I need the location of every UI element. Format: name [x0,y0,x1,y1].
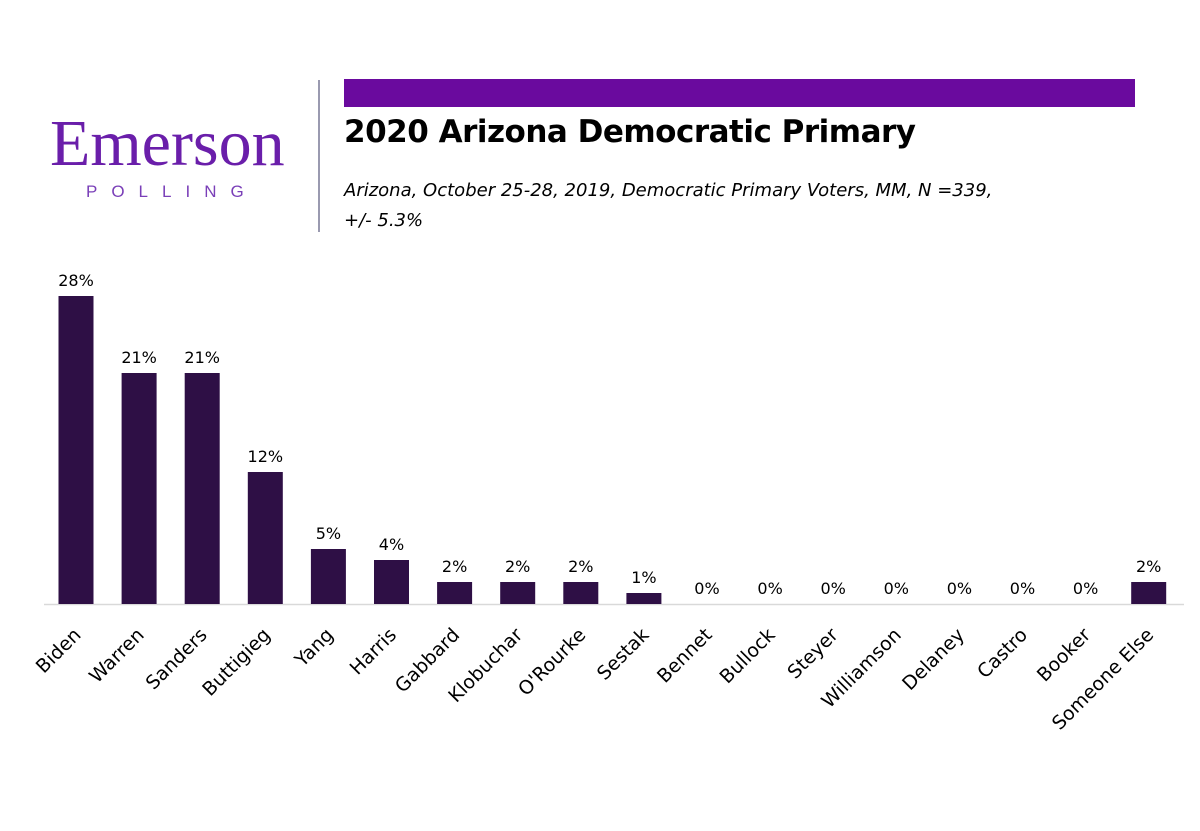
value-label: 1% [631,568,656,587]
category-label: Booker [1033,624,1095,686]
bar-4 [310,549,346,604]
value-label: 21% [121,348,157,367]
category-label: Biden [32,624,86,678]
logo-subtitle: POLLING [86,182,258,201]
value-label: 5% [316,524,341,543]
bar-8 [563,582,599,604]
category-label: Bennet [653,624,717,688]
category-label: Yang [290,624,338,672]
category-label: Buttigieg [198,624,275,701]
value-label: 28% [58,271,94,290]
value-label: 0% [694,579,719,598]
category-label: Harris [346,624,401,679]
value-label: 12% [248,447,284,466]
bar-2 [184,373,220,604]
value-label: 2% [568,557,593,576]
value-label: 2% [442,557,467,576]
value-label: 2% [1136,557,1161,576]
chart-title: 2020 Arizona Democratic Primary [344,114,916,150]
bar-5 [374,560,409,604]
title-accent-bar [344,79,1135,107]
header-divider [318,80,320,232]
category-label: Castro [973,624,1032,683]
value-label: 0% [757,579,782,598]
value-label: 21% [184,348,220,367]
chart-subtitle: Arizona, October 25-28, 2019, Democratic… [344,176,1104,236]
value-label: 0% [947,579,972,598]
bar-9 [626,593,662,604]
value-label: 0% [1073,579,1098,598]
bar-0 [58,296,94,604]
subtitle-line-2: +/- 5.3% [344,210,424,231]
subtitle-line-1: Arizona, October 25-28, 2019, Democratic… [344,180,993,201]
bar-1 [121,373,157,604]
bar-3 [247,472,283,604]
bar-6 [437,582,473,604]
category-label: O'Rourke [514,624,590,700]
value-label: 0% [884,579,909,598]
value-label: 4% [379,535,404,554]
category-label: Warren [85,624,149,688]
bar-17 [1131,582,1167,604]
value-label: 2% [505,557,530,576]
category-label: Steyer [783,624,842,683]
value-label: 0% [821,579,846,598]
logo-wordmark: Emerson [50,107,285,180]
category-label: Sestak [593,624,654,685]
category-label: Bullock [715,624,779,688]
bar-7 [500,582,536,604]
value-label: 0% [1010,579,1035,598]
category-label: Delaney [898,624,969,695]
